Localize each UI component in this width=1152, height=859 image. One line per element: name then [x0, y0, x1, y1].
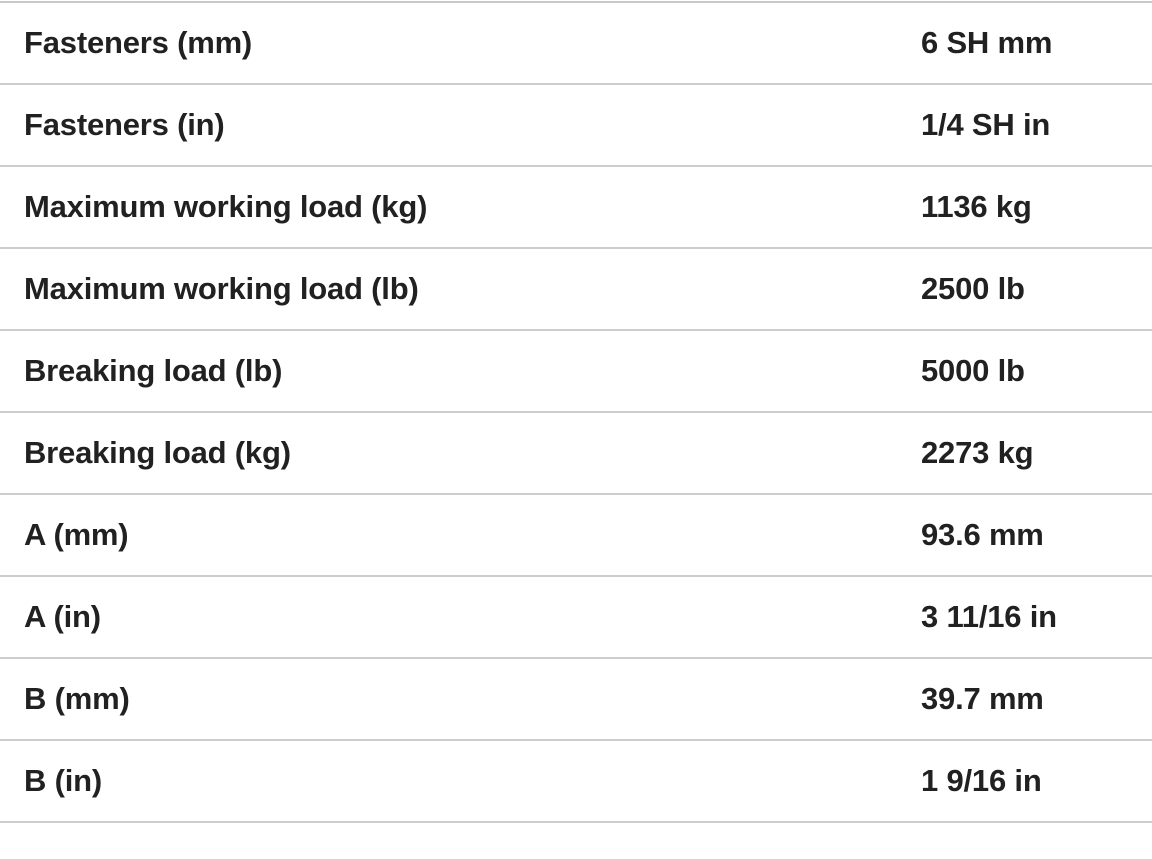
spec-value: 1136 kg	[921, 189, 1032, 224]
spec-label: B (in)	[24, 763, 102, 798]
spec-label: Breaking load (lb)	[24, 353, 283, 388]
spec-label: A (mm)	[24, 517, 129, 552]
table-row: A (in) 3 11/16 in	[0, 577, 1152, 659]
table-row: Breaking load (kg) 2273 kg	[0, 413, 1152, 495]
spec-value: 6 SH mm	[921, 25, 1053, 60]
table-row: A (mm) 93.6 mm	[0, 495, 1152, 577]
spec-value: 5000 lb	[921, 353, 1025, 388]
table-row: B (mm) 39.7 mm	[0, 659, 1152, 741]
spec-value: 3 11/16 in	[921, 599, 1057, 634]
table-row: Maximum working load (kg) 1136 kg	[0, 167, 1152, 249]
table-row: Fasteners (in) 1/4 SH in	[0, 85, 1152, 167]
specifications-table: Fasteners (mm) 6 SH mm Fasteners (in) 1/…	[0, 1, 1152, 823]
spec-label: Maximum working load (lb)	[24, 271, 419, 306]
spec-label: Maximum working load (kg)	[24, 189, 428, 224]
spec-value: 93.6 mm	[921, 517, 1044, 552]
table-row: B (in) 1 9/16 in	[0, 741, 1152, 823]
table-row: Fasteners (mm) 6 SH mm	[0, 3, 1152, 85]
spec-value: 1/4 SH in	[921, 107, 1051, 142]
spec-value: 39.7 mm	[921, 681, 1044, 716]
table-row: Breaking load (lb) 5000 lb	[0, 331, 1152, 413]
spec-label: B (mm)	[24, 681, 130, 716]
table-row: Maximum working load (lb) 2500 lb	[0, 249, 1152, 331]
spec-label: A (in)	[24, 599, 101, 634]
spec-value: 2500 lb	[921, 271, 1025, 306]
spec-value: 2273 kg	[921, 435, 1034, 470]
spec-label: Fasteners (in)	[24, 107, 225, 142]
spec-label: Breaking load (kg)	[24, 435, 291, 470]
spec-label: Fasteners (mm)	[24, 25, 253, 60]
spec-value: 1 9/16 in	[921, 763, 1042, 798]
